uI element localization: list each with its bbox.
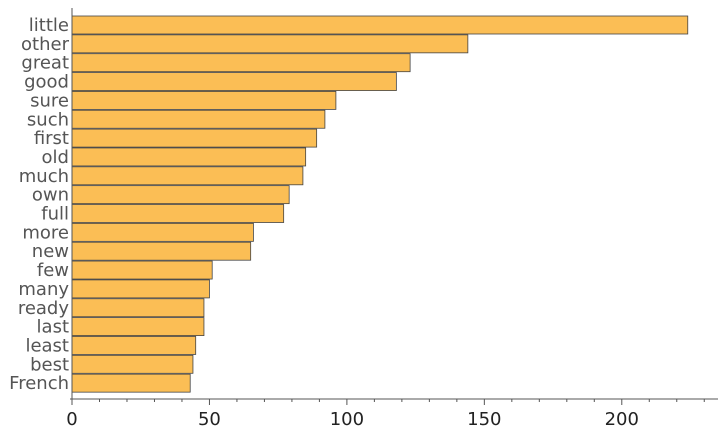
category-label-own: own	[32, 185, 69, 206]
bar-least	[71, 336, 197, 355]
category-label-new: new	[32, 241, 69, 262]
bar-much	[71, 166, 304, 186]
x-tick-label-0: 0	[66, 409, 77, 430]
x-tick-label-150: 150	[467, 409, 501, 430]
bar-good	[71, 72, 397, 91]
category-label-good: good	[24, 72, 69, 93]
category-label-such: such	[27, 109, 69, 130]
category-label-sure: sure	[30, 90, 69, 111]
bar-such	[71, 109, 326, 129]
category-label-much: much	[19, 166, 69, 187]
bar-last	[71, 317, 205, 337]
category-label-old: old	[42, 147, 69, 168]
bar-great	[71, 53, 411, 73]
bar-sure	[71, 91, 337, 110]
x-tick-label-100: 100	[330, 409, 364, 430]
bar-few	[71, 260, 213, 280]
category-label-french: French	[9, 373, 69, 394]
bar-first	[71, 128, 318, 148]
bar-more	[71, 222, 254, 242]
x-ticks-group: 0 50 100 150 200	[66, 399, 705, 430]
bar-best	[71, 354, 194, 374]
category-label-least: least	[25, 335, 69, 356]
bar-own	[71, 185, 290, 205]
category-label-best: best	[30, 354, 69, 375]
bar-french	[71, 373, 191, 393]
category-label-ready: ready	[18, 298, 70, 319]
x-tick-label-200: 200	[605, 409, 639, 430]
x-tick-label-50: 50	[198, 409, 221, 430]
category-label-other: other	[21, 34, 70, 55]
category-label-great: great	[21, 53, 69, 74]
category-labels-group: littleothergreatgoodsuresuchfirstoldmuch…	[9, 15, 69, 394]
category-label-little: little	[29, 15, 69, 36]
category-label-many: many	[18, 279, 69, 300]
bar-many	[71, 279, 210, 299]
bar-other	[71, 34, 469, 54]
category-label-few: few	[37, 260, 69, 281]
category-label-full: full	[41, 204, 69, 225]
category-label-last: last	[37, 317, 69, 338]
bar-little	[71, 15, 689, 35]
bars-group	[71, 15, 689, 393]
bar-new	[71, 241, 252, 261]
bar-old	[71, 147, 307, 167]
bar-ready	[71, 298, 205, 318]
category-label-first: first	[34, 128, 69, 149]
category-label-more: more	[22, 222, 69, 243]
bar-full	[71, 204, 285, 223]
